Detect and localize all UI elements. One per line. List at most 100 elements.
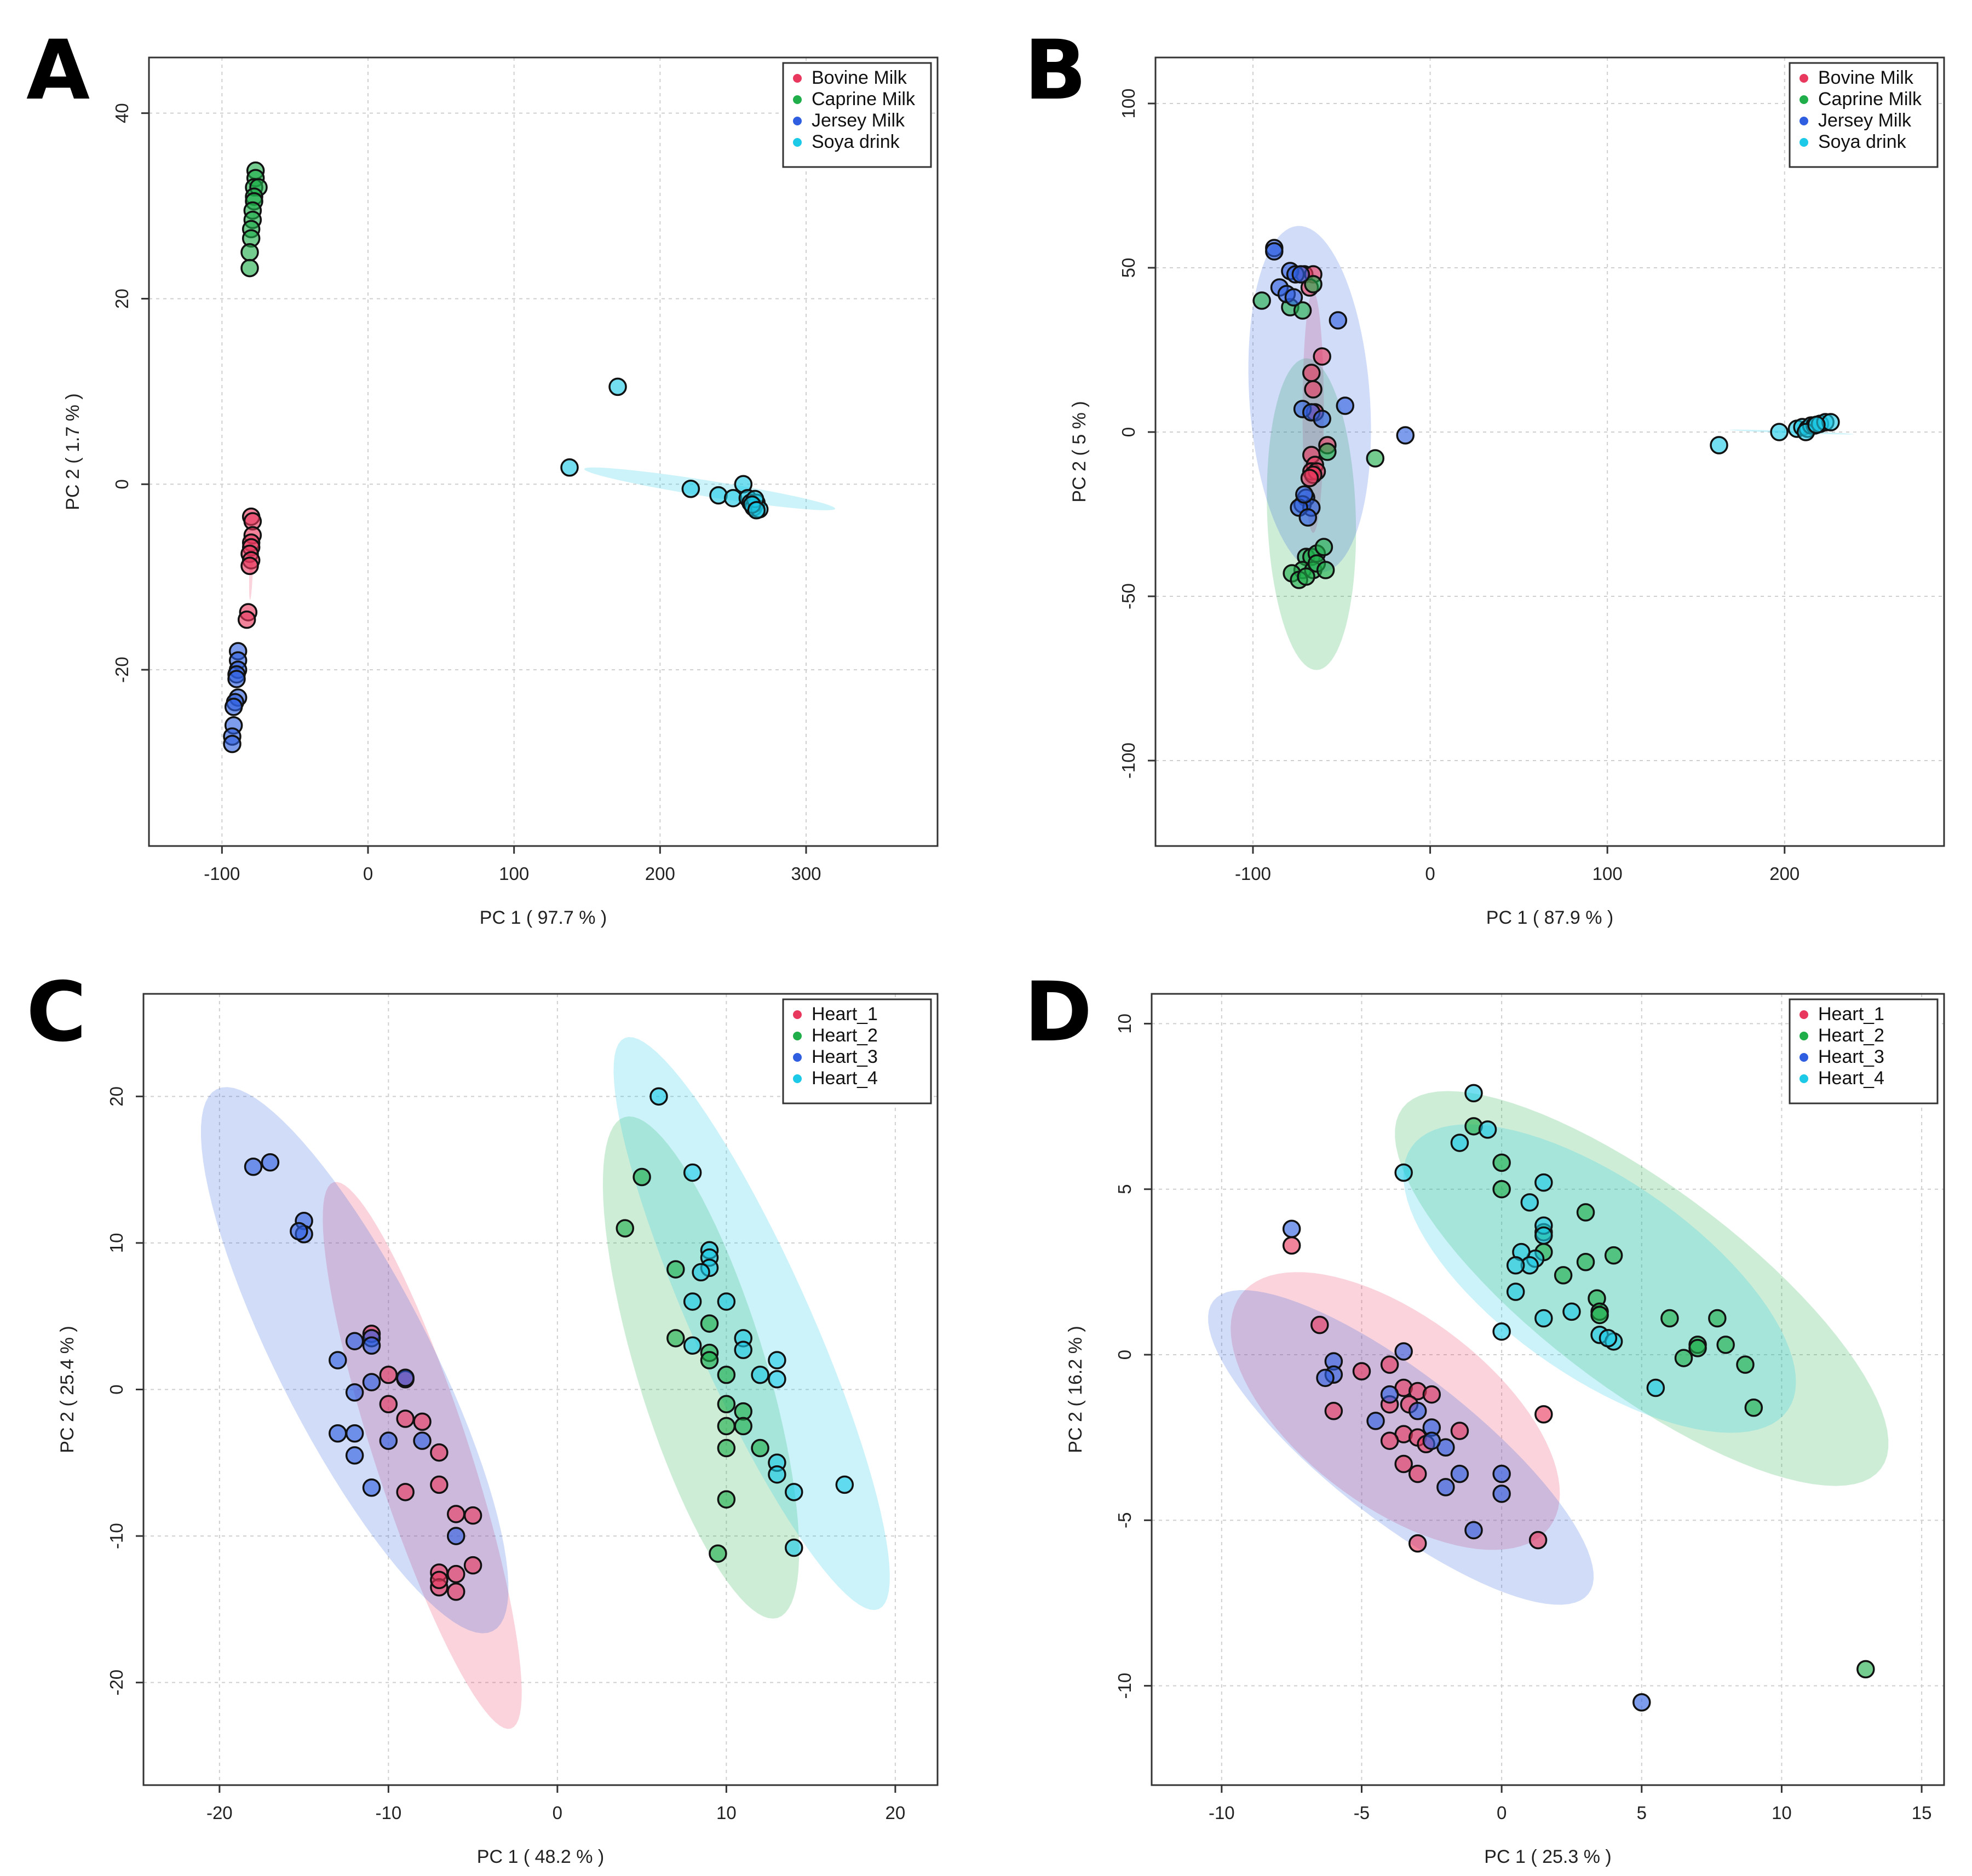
point-heart-4 (785, 1538, 803, 1557)
y-tick-label: -5 (1114, 1512, 1135, 1528)
point-heart-4 (1506, 1256, 1525, 1275)
x-tick-label: -20 (206, 1803, 233, 1823)
point-heart-1 (1380, 1355, 1399, 1374)
y-tick-label: -20 (106, 1670, 127, 1696)
point-heart-4 (1534, 1226, 1553, 1245)
point-heart-1 (430, 1443, 449, 1462)
legend-label-caprine-milk: Caprine Milk (1818, 89, 1922, 110)
legend-marker-heart-2 (1799, 1032, 1808, 1040)
point-heart-1 (1282, 1236, 1301, 1255)
points (223, 161, 769, 753)
legend-marker-jersey-milk (793, 117, 802, 125)
point-heart-4 (1394, 1163, 1413, 1182)
point-heart-1 (413, 1412, 432, 1431)
point-jersey-milk (1396, 426, 1415, 445)
y-axis-title: PC 2 ( 16.2 % ) (1065, 1326, 1086, 1453)
ellipse-heart-2 (602, 1116, 800, 1619)
x-tick-label: 100 (1592, 864, 1623, 884)
point-heart-2 (616, 1219, 635, 1238)
y-tick-label: -100 (1118, 743, 1139, 779)
ellipse-heart-1 (323, 1182, 522, 1729)
panel-a: A -100 0 100 200 300 -20 0 20 40 PC 1 ( 97.7 % ) PC… (26, 23, 939, 928)
point-heart-4 (683, 1292, 702, 1311)
ellipse-heart-4 (613, 1037, 890, 1610)
legend-marker-caprine-milk (1799, 95, 1808, 104)
y-tick-label: 20 (106, 1086, 127, 1107)
point-jersey-milk (1295, 485, 1314, 504)
point-heart-1 (463, 1556, 482, 1575)
point-soya-drink (747, 500, 766, 520)
legend-marker-heart-4 (1799, 1074, 1808, 1083)
panel-c: C -20 -10 0 10 20 -20 -10 0 10 20 PC 1 ( 48.2 % ) PC… (26, 965, 939, 1867)
x-tick-label: 0 (1497, 1803, 1507, 1823)
legend-label-heart-2: Heart_2 (812, 1025, 878, 1046)
point-heart-1 (1352, 1362, 1371, 1380)
x-tick-label: 0 (363, 864, 373, 884)
point-heart-2 (700, 1314, 719, 1333)
point-caprine-milk (1314, 538, 1333, 556)
point-caprine-milk (1252, 291, 1271, 310)
point-heart-3 (1408, 1402, 1427, 1420)
point-caprine-milk (1304, 275, 1323, 294)
point-jersey-milk (223, 734, 242, 753)
plot-frame (1151, 993, 1945, 1786)
point-heart-2 (1590, 1305, 1609, 1325)
ellipse-heart-3 (1208, 1290, 1594, 1605)
x-tick-label: -100 (204, 864, 240, 884)
point-heart-1 (1408, 1464, 1427, 1483)
y-axis-title: PC 2 ( 5 % ) (1069, 401, 1090, 502)
point-heart-3 (1422, 1431, 1441, 1450)
point-heart-4 (1478, 1120, 1497, 1139)
point-heart-1 (379, 1395, 398, 1414)
y-tick-label: 0 (1114, 1350, 1135, 1360)
y-tick-label: -50 (1118, 583, 1139, 609)
point-caprine-milk (1366, 449, 1385, 468)
point-caprine-milk (1293, 301, 1312, 320)
x-axis-title: PC 1 ( 97.7 % ) (480, 907, 607, 928)
point-heart-2 (751, 1438, 769, 1458)
point-heart-3 (1450, 1464, 1469, 1483)
point-heart-4 (768, 1465, 786, 1484)
point-jersey-milk (1291, 265, 1310, 284)
point-heart-3 (1436, 1478, 1455, 1497)
point-heart-4 (683, 1336, 702, 1355)
point-heart-3 (345, 1424, 364, 1443)
points (1282, 1084, 1875, 1712)
point-bovine-milk (1302, 364, 1321, 382)
legend-marker-heart-1 (793, 1010, 802, 1019)
point-heart-2 (1554, 1266, 1573, 1285)
point-heart-4 (768, 1351, 786, 1369)
point-caprine-milk (1318, 442, 1337, 461)
point-bovine-milk (237, 610, 256, 629)
point-heart-2 (1708, 1309, 1727, 1328)
point-caprine-milk (240, 258, 259, 278)
point-soya-drink (1710, 436, 1728, 454)
x-tick-label: -5 (1354, 1803, 1370, 1823)
point-heart-1 (396, 1409, 415, 1428)
point-heart-4 (1520, 1193, 1539, 1212)
x-tick-label: 100 (499, 864, 529, 884)
point-caprine-milk (1297, 567, 1315, 586)
legend-marker-heart-1 (1799, 1010, 1808, 1019)
confidence-ellipses (201, 1037, 890, 1729)
point-heart-4 (1599, 1329, 1618, 1348)
point-heart-1 (1310, 1315, 1329, 1334)
legend-marker-caprine-milk (793, 95, 802, 104)
point-heart-2 (1736, 1355, 1755, 1374)
legend-box (782, 998, 932, 1104)
point-heart-2 (1660, 1309, 1679, 1328)
point-heart-3 (1316, 1368, 1335, 1388)
legend-box (1789, 998, 1939, 1104)
point-heart-2 (1492, 1153, 1511, 1172)
point-heart-3 (1632, 1693, 1651, 1712)
point-heart-1 (463, 1506, 482, 1525)
point-heart-1 (1324, 1402, 1343, 1420)
point-heart-4 (1464, 1084, 1483, 1103)
point-heart-1 (1408, 1534, 1427, 1553)
point-soya-drink (1770, 423, 1789, 441)
legend-label-heart-4: Heart_4 (812, 1068, 878, 1089)
point-heart-4 (683, 1163, 702, 1182)
y-tick-label: 0 (106, 1384, 127, 1394)
point-heart-3 (446, 1527, 465, 1545)
